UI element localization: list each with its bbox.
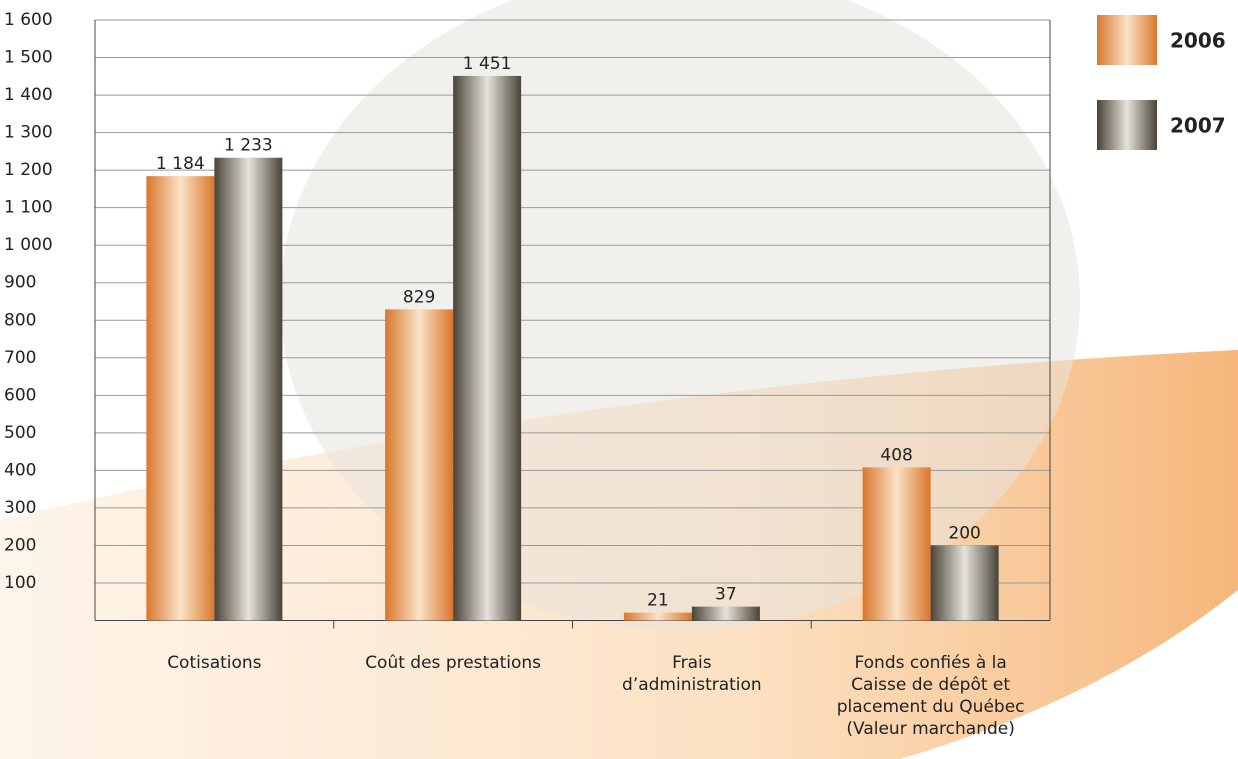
- bar: [146, 176, 215, 621]
- y-tick-label: 200: [4, 535, 36, 555]
- data-label: 1 451: [463, 54, 512, 74]
- y-tick-label: 700: [4, 348, 36, 368]
- bar: [691, 606, 760, 621]
- data-label: 200: [948, 523, 980, 543]
- data-label: 21: [647, 591, 669, 611]
- legend-label: 2007: [1170, 114, 1226, 138]
- y-tick-label: 600: [4, 385, 36, 405]
- data-label: 37: [715, 585, 737, 605]
- bar: [930, 545, 999, 621]
- y-tick-label: 1 400: [4, 85, 53, 105]
- legend-label: 2006: [1170, 29, 1226, 53]
- legend-swatch: [1097, 100, 1157, 150]
- x-tick-label: Fonds confiés à la Caisse de dépôt et pl…: [836, 653, 1025, 739]
- legend-swatch: [1097, 15, 1157, 65]
- bar: [623, 612, 692, 621]
- y-tick-label: 400: [4, 460, 36, 480]
- y-tick-label: 1 500: [4, 48, 53, 68]
- y-tick-label: 300: [4, 498, 36, 518]
- bar: [214, 157, 283, 621]
- y-tick-label: 900: [4, 273, 36, 293]
- x-tick-label: Frais d’administration: [622, 653, 762, 695]
- y-tick-label: 1 200: [4, 160, 53, 180]
- y-tick-label: 1 000: [4, 235, 53, 255]
- y-tick-label: 1 100: [4, 198, 53, 218]
- y-tick-label: 100: [4, 573, 36, 593]
- y-tick-label: 1 300: [4, 123, 53, 143]
- data-label: 829: [403, 287, 435, 307]
- bar: [862, 467, 931, 621]
- y-tick-label: 500: [4, 423, 36, 443]
- x-tick-label: Cotisations: [167, 653, 262, 673]
- data-label: 408: [880, 445, 912, 465]
- data-label: 1 233: [224, 136, 273, 156]
- y-tick-label: 800: [4, 310, 36, 330]
- data-label: 1 184: [156, 154, 205, 174]
- bar: [385, 309, 454, 621]
- y-tick-label: 1 600: [4, 10, 53, 30]
- bar: [453, 75, 522, 621]
- x-tick-label: Coût des prestations: [365, 653, 542, 673]
